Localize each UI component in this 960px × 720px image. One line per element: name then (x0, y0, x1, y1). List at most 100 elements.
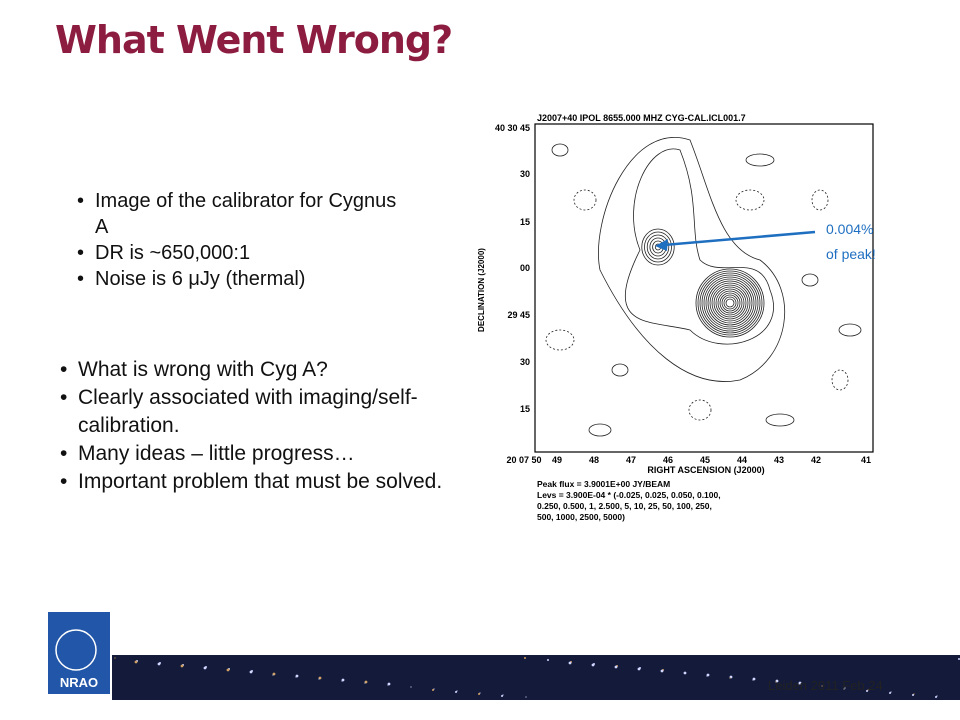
contour (703, 276, 757, 330)
star (180, 664, 184, 668)
bullet-list: What is wrong with Cyg A? Clearly associ… (58, 356, 468, 496)
x-tick-label: 43 (774, 455, 784, 465)
caption-line: Peak flux = 3.9001E+00 JY/BEAM (537, 479, 670, 489)
star (729, 677, 731, 679)
star (798, 683, 800, 685)
star (455, 691, 457, 693)
star (568, 661, 572, 665)
y-tick-label: 30 (520, 357, 530, 367)
x-tick-label: 20 07 50 (506, 455, 541, 465)
y-tick-label: 15 (520, 404, 530, 414)
star (683, 671, 687, 675)
contour (725, 298, 735, 308)
star (614, 665, 618, 669)
x-tick-label: 47 (626, 455, 636, 465)
star (547, 659, 549, 661)
contour (588, 423, 612, 437)
bullet: Clearly associated with imaging/self-cal… (58, 384, 468, 440)
contour (713, 286, 747, 320)
x-tick-label: 46 (663, 455, 673, 465)
x-tick-label: 41 (861, 455, 871, 465)
star (637, 667, 641, 671)
contour (719, 292, 741, 314)
star (318, 678, 320, 680)
logo (48, 612, 110, 694)
bullet: DR is ~650,000:1 (75, 240, 410, 266)
y-label: DECLINATION (J2000) (477, 248, 486, 332)
x-tick-label: 45 (700, 455, 710, 465)
x-tick-label: 44 (737, 455, 747, 465)
star (249, 670, 253, 674)
contour (646, 234, 670, 260)
contour (551, 143, 569, 157)
bullet: Noise is 6 μJy (thermal) (75, 266, 410, 292)
logo-mark (55, 629, 97, 671)
contour (697, 270, 763, 336)
y-tick-label: 29 45 (507, 310, 530, 320)
y-tick-label: 15 (520, 217, 530, 227)
star (410, 686, 412, 688)
bullet: What is wrong with Cyg A? (58, 356, 468, 384)
contour (723, 296, 737, 310)
star (935, 696, 937, 698)
x-tick-label: 49 (552, 455, 562, 465)
banner (112, 655, 960, 700)
star (866, 690, 868, 692)
star (432, 689, 434, 691)
plot-header: J2007+40 IPOL 8655.000 MHZ CYG-CAL.ICL00… (537, 113, 746, 123)
contour (688, 399, 712, 421)
arrowhead (655, 239, 668, 251)
contour (745, 153, 775, 167)
star (912, 694, 914, 696)
contour (695, 268, 765, 338)
bullet: Important problem that must be solved. (58, 468, 468, 496)
contour (573, 189, 597, 211)
stars (114, 657, 960, 698)
footer: Leiden 2011 Feb 24 (768, 678, 883, 693)
star (660, 669, 664, 673)
contour (707, 280, 753, 326)
star (775, 681, 777, 683)
contour (711, 284, 749, 322)
y-tick-label: 40 30 45 (495, 123, 530, 133)
contour (838, 323, 862, 337)
bullet-list: Image of the calibrator for Cygnus A DR … (75, 188, 410, 292)
bullet: Image of the calibrator for Cygnus A (75, 188, 410, 240)
star (341, 680, 343, 682)
contour (831, 369, 849, 391)
contour (699, 272, 761, 334)
logo-text: NRAO (60, 675, 98, 690)
x-tick-label: 42 (811, 455, 821, 465)
star (295, 676, 297, 678)
y-tick-label: 00 (520, 263, 530, 273)
star (524, 657, 526, 659)
bullet: Many ideas – little progress… (58, 440, 468, 468)
caption-line: Levs = 3.900E-04 * (-0.025, 0.025, 0.050… (537, 490, 721, 500)
caption-line: 0.250, 0.500, 1, 2.500, 5, 10, 25, 50, 1… (537, 501, 712, 511)
contour (765, 413, 795, 427)
contour (801, 273, 819, 287)
star (752, 679, 754, 681)
contour (735, 189, 765, 211)
star (387, 684, 389, 686)
star (134, 660, 138, 664)
contour (721, 294, 739, 312)
plot-frame (534, 123, 874, 453)
star (525, 696, 527, 698)
star (272, 674, 274, 676)
star (591, 663, 595, 667)
caption-line: 500, 1000, 2500, 5000) (537, 512, 625, 522)
contour (625, 148, 774, 345)
title: What Went Wrong? (55, 18, 453, 62)
star (501, 695, 503, 697)
contour (705, 278, 755, 328)
arrow (663, 230, 816, 247)
star (157, 662, 161, 666)
contour (545, 329, 575, 351)
contour (811, 189, 829, 211)
star (706, 675, 708, 677)
contour (641, 228, 675, 266)
y-tick-label: 30 (520, 169, 530, 179)
